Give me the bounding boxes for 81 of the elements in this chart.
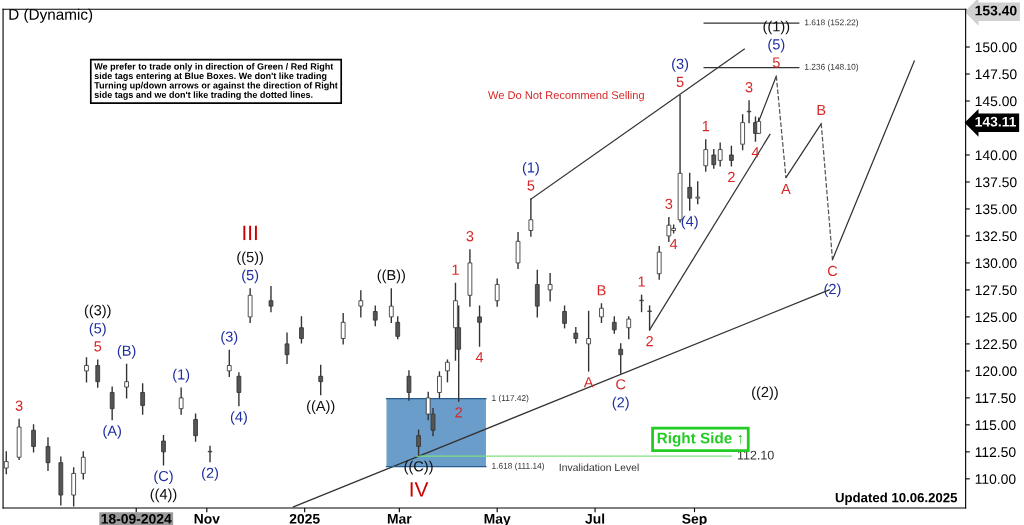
y-tick-label: 132.50: [975, 231, 1017, 242]
annotation: 1.618 (111.14): [492, 462, 544, 471]
annotation: 1: [638, 276, 645, 287]
y-tick-label: 140.00: [975, 150, 1017, 161]
annotation: ((B)): [377, 269, 405, 284]
annotation: 5: [772, 57, 780, 68]
annotation: (3): [221, 331, 238, 345]
annotation: B: [817, 104, 826, 115]
annotation: ((A)): [307, 400, 335, 414]
y-tick-label: 110.00: [975, 474, 1016, 485]
annotation: (2): [824, 283, 841, 298]
y-tick-label: 127.50: [975, 285, 1017, 296]
annotation: 2: [455, 407, 463, 418]
y-tick-label: 122.50: [975, 339, 1017, 350]
annotation: ((4)): [150, 488, 177, 503]
annotation: (1): [522, 161, 539, 176]
annotation: ((1)): [763, 20, 790, 35]
x-tick-label: Nov: [194, 514, 220, 524]
annotation: Invalidation Level: [559, 463, 639, 472]
annotation: (A): [103, 425, 121, 439]
annotation: (4): [230, 411, 247, 425]
annotation: B: [597, 285, 606, 296]
annotation: 3: [15, 400, 23, 411]
annotation: 4: [475, 352, 484, 363]
annotation: (B): [117, 345, 136, 359]
y-tick-label: 143.11: [975, 116, 1016, 127]
annotation: (5): [89, 322, 106, 337]
annotation: (2): [612, 396, 629, 411]
chart-title: D (Dynamic): [9, 8, 93, 23]
annotation: 4: [669, 238, 678, 249]
annotation: 1: [702, 121, 710, 132]
annotation: ((5)): [237, 251, 263, 266]
annotation: (2): [202, 467, 219, 481]
x-tick-label: 18-09-2024: [101, 513, 172, 524]
annotation: ((3)): [84, 304, 111, 319]
annotation: (3): [672, 58, 689, 72]
annotation: C: [827, 265, 838, 277]
annotation: 3: [745, 82, 753, 93]
x-tick-label: Jul: [585, 513, 605, 524]
annotation: 1 (117.42): [492, 394, 529, 403]
annotation: 1.236 (148.10): [804, 63, 859, 72]
annotation: 1.618 (152.22): [804, 19, 859, 27]
annotation: (5): [242, 269, 259, 284]
annotation: 112.10: [737, 450, 774, 460]
annotation: IV: [410, 482, 429, 497]
y-tick-label: 125.00: [975, 312, 1017, 323]
y-tick-label: 120.00: [975, 366, 1017, 377]
annotation: (C): [154, 470, 173, 485]
annotation: 2: [728, 171, 735, 183]
annotation: A: [781, 183, 791, 194]
annotation: A: [583, 377, 594, 388]
annotation: ((2)): [752, 386, 778, 401]
x-tick-label: 2025: [289, 513, 320, 524]
annotation: III: [243, 225, 257, 241]
y-tick-label: 137.50: [975, 177, 1017, 188]
y-tick-label: 112.50: [975, 447, 1016, 458]
annotation: 4: [751, 147, 760, 158]
x-tick-label: Mar: [387, 514, 412, 524]
annotation: 3: [665, 198, 673, 210]
annotation: 1: [452, 264, 459, 275]
annotation: 5: [676, 76, 684, 88]
annotation: We prefer to trade only in direction of Green / Red Right side tags entering at Blue Boxes. We don't like trading Turning up/down arrows or against the direction of Right side tags and we don't like trading the dotted lines.: [94, 63, 338, 100]
annotation: (5): [768, 38, 785, 53]
y-tick-label: 150.00: [975, 42, 1017, 53]
y-tick-label: 153.40: [975, 5, 1017, 16]
y-tick-label: 145.00: [975, 96, 1017, 107]
annotation: 5: [527, 180, 535, 191]
y-tick-label: 115.00: [975, 420, 1016, 431]
annotation: (4): [681, 215, 698, 230]
annotation: 2: [646, 335, 653, 347]
annotation: Updated 10.06.2025: [835, 492, 958, 505]
annotation: We Do Not Recommend Selling: [488, 90, 644, 102]
y-tick-label: 130.00: [975, 258, 1017, 269]
annotation: (1): [173, 368, 190, 383]
y-tick-label: 135.00: [975, 204, 1017, 215]
annotation: Right Side ↑: [657, 432, 743, 447]
y-tick-label: 117.50: [975, 393, 1016, 404]
annotation: C: [616, 379, 626, 390]
annotation: 5: [94, 341, 102, 352]
y-tick-label: 147.50: [975, 69, 1017, 80]
annotation: 3: [466, 231, 474, 242]
